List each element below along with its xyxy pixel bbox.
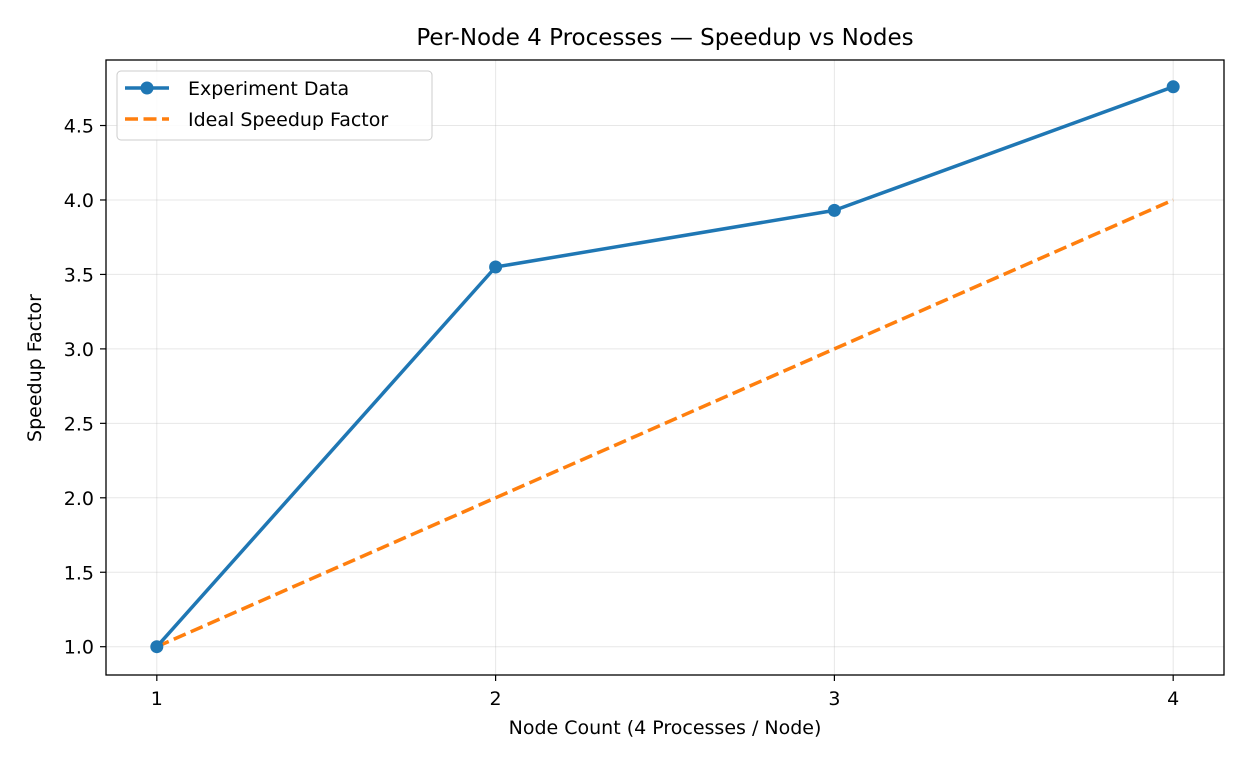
x-tick-label: 4 [1167, 688, 1179, 710]
data-point-experiment-data [489, 260, 503, 274]
series-layer [150, 80, 1180, 654]
y-axis-label: Speedup Factor [24, 294, 46, 442]
y-tick-label: 3.5 [64, 264, 94, 286]
y-tick-label: 4.0 [64, 190, 94, 212]
data-point-experiment-data [150, 640, 164, 654]
y-tick-label: 2.0 [64, 488, 94, 510]
legend-label-experiment-data: Experiment Data [188, 78, 349, 100]
plot-frame [105, 59, 1225, 676]
x-tick-label: 1 [151, 688, 163, 710]
legend: Experiment Data Ideal Speedup Factor [116, 70, 433, 141]
legend-box [116, 70, 433, 141]
series-line-ideal-speedup-factor [156, 198, 1174, 649]
data-point-experiment-data [827, 203, 841, 217]
legend-marker-experiment-data [140, 81, 154, 95]
y-tick-label: 4.5 [64, 116, 94, 138]
y-tick-label: 3.0 [64, 339, 94, 361]
y-tick-label: 1.0 [64, 637, 94, 659]
tick-layer: 1 2 3 4 1.0 1.5 2.0 2.5 3.0 3.5 4.0 4.5 [64, 116, 1179, 710]
x-tick-label: 2 [490, 688, 502, 710]
series-line-experiment-data [155, 85, 1174, 648]
y-tick-label: 1.5 [64, 562, 94, 584]
x-axis-label: Node Count (4 Processes / Node) [509, 717, 822, 739]
y-tick-label: 2.5 [64, 413, 94, 435]
grid-layer [106, 60, 1224, 675]
legend-label-ideal-speedup: Ideal Speedup Factor [188, 109, 388, 131]
chart-title: Per-Node 4 Processes — Speedup vs Nodes [416, 25, 913, 51]
x-tick-label: 3 [828, 688, 840, 710]
data-point-experiment-data [1166, 80, 1180, 94]
